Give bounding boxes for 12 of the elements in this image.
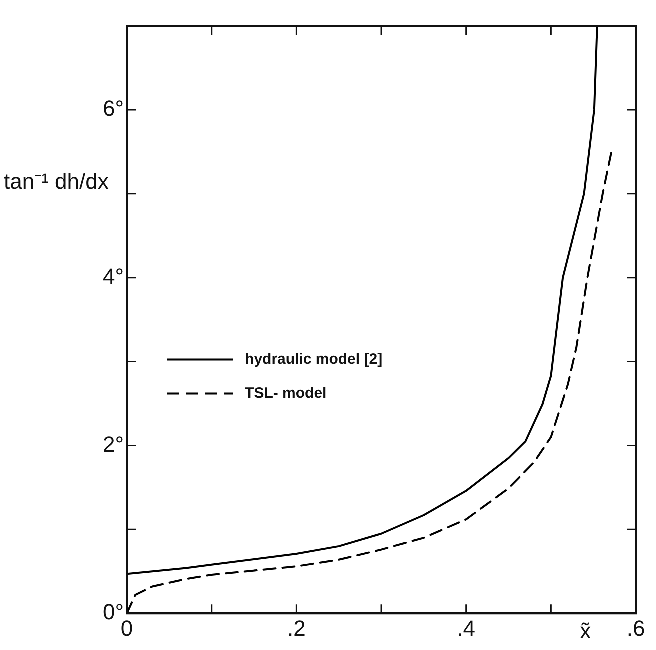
- x-tick-label: .6: [626, 616, 646, 641]
- y-tick-label: 6°: [102, 96, 124, 122]
- y-tick-label: 4°: [102, 264, 124, 289]
- y-tick-label: 2°: [102, 432, 124, 457]
- legend-label: hydraulic model [2]: [245, 350, 383, 368]
- x-tick-label: .2: [288, 616, 306, 641]
- x-axis-title: x̃: [580, 618, 592, 644]
- y-axis-title: tan⁻¹ dh/dx: [4, 168, 109, 195]
- x-tick-label: 0: [120, 616, 134, 641]
- line-series: [127, 150, 613, 614]
- x-tick-label: .4: [457, 616, 476, 641]
- legend-label: TSL- model: [245, 384, 327, 402]
